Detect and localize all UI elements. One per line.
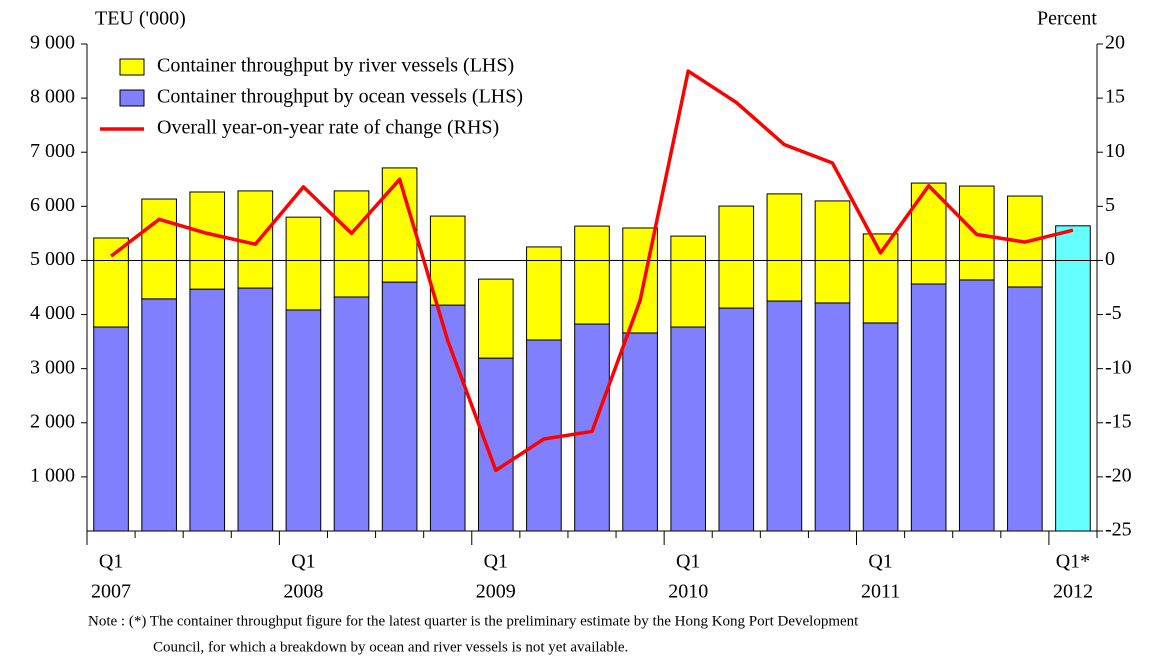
bar [670, 326, 707, 532]
y2-tick-label: -25 [1105, 519, 1132, 541]
bar [574, 225, 610, 325]
bar [333, 190, 370, 298]
bar [526, 246, 562, 341]
y2-tick-label: -10 [1105, 356, 1132, 378]
y2-tick-label: -20 [1105, 464, 1132, 486]
x-tick-label: Q1 [99, 551, 123, 573]
y-tick-label: 2 000 [30, 410, 75, 432]
bar [141, 298, 177, 532]
x-year-label: 2009 [476, 581, 516, 603]
bar [237, 287, 274, 532]
bar [958, 279, 995, 532]
bar [862, 322, 899, 532]
y2-axis-title: Percent [1037, 8, 1097, 30]
y2-tick-label: -15 [1105, 410, 1132, 432]
legend-label: Overall year-on-year rate of change (RHS… [157, 117, 499, 139]
x-tick-label: Q1 [676, 551, 700, 573]
bar [1055, 225, 1091, 532]
bar [189, 191, 226, 290]
bar [766, 300, 803, 532]
legend-label: Container throughput by ocean vessels (L… [157, 86, 523, 108]
bar [381, 167, 418, 283]
bar [333, 296, 370, 532]
bar [93, 237, 129, 328]
y-tick-label: 7 000 [30, 140, 75, 162]
bar [285, 216, 322, 311]
y-tick-label: 8 000 [30, 86, 75, 108]
y-tick-label: 1 000 [30, 464, 75, 486]
y-tick-label: 9 000 [30, 32, 75, 54]
y2-tick-label: -5 [1105, 302, 1122, 324]
x-tick-label: Q1 [291, 551, 315, 573]
y2-tick-label: 0 [1105, 248, 1115, 270]
y2-tick-label: 20 [1105, 32, 1125, 54]
x-tick-label: Q1 [484, 551, 508, 573]
bar [381, 281, 418, 532]
legend-label: Container throughput by river vessels (L… [157, 55, 514, 77]
bar [766, 193, 803, 302]
bar [814, 302, 851, 532]
x-year-label: 2012 [1053, 581, 1093, 603]
bar [237, 190, 274, 289]
bar [93, 326, 129, 532]
y-tick-label: 6 000 [30, 194, 75, 216]
bar [862, 233, 899, 324]
x-year-label: 2007 [91, 581, 131, 603]
note: Council, for which a breakdown by ocean … [153, 639, 628, 655]
y2-tick-label: 5 [1105, 194, 1115, 216]
x-tick-label: Q1 [868, 551, 892, 573]
x-year-label: 2008 [283, 581, 323, 603]
x-tick-label: Q1* [1056, 551, 1090, 573]
bar [910, 283, 947, 532]
bar [285, 309, 322, 532]
bar [477, 357, 514, 532]
x-year-label: 2010 [668, 581, 708, 603]
legend-swatch [119, 89, 145, 107]
bar [814, 200, 851, 304]
y2-tick-label: 15 [1105, 86, 1125, 108]
y-tick-label: 4 000 [30, 302, 75, 324]
bar [622, 332, 658, 532]
bar [718, 307, 755, 532]
x-year-label: 2011 [861, 581, 900, 603]
bar [477, 278, 514, 359]
legend-swatch [119, 58, 145, 76]
bar [1007, 286, 1043, 532]
bar [141, 198, 177, 300]
y-axis-title: TEU ('000) [95, 8, 186, 30]
y-tick-label: 5 000 [30, 248, 75, 270]
bar [189, 288, 226, 532]
bar [718, 205, 755, 309]
note: Note : (*) The container throughput figu… [88, 613, 859, 629]
bar [670, 235, 707, 328]
y2-tick-label: 10 [1105, 140, 1125, 162]
y-tick-label: 3 000 [30, 356, 75, 378]
line [109, 69, 1074, 473]
